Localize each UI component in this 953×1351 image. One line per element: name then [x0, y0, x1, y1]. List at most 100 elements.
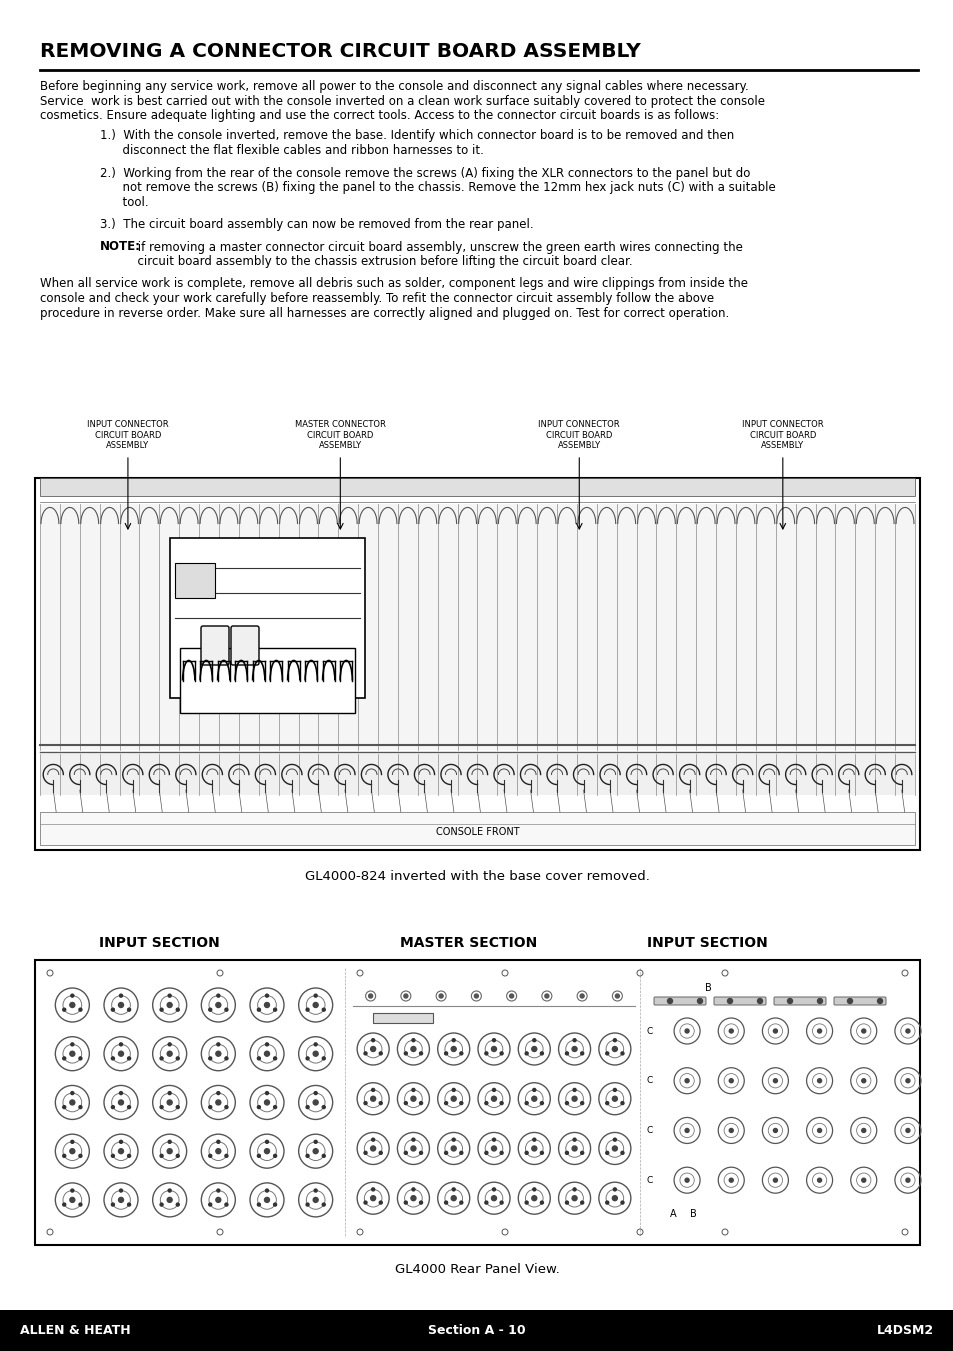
Circle shape	[79, 1105, 82, 1109]
Circle shape	[565, 1151, 568, 1154]
Bar	[174, 563, 214, 598]
Circle shape	[684, 1029, 688, 1034]
Circle shape	[71, 1043, 73, 1046]
Circle shape	[412, 1089, 415, 1092]
Circle shape	[379, 1151, 382, 1154]
Circle shape	[459, 1151, 462, 1154]
Text: 3.)  The circuit board assembly can now be removed from the rear panel.: 3.) The circuit board assembly can now b…	[100, 218, 533, 231]
Text: REMOVING A CONNECTOR CIRCUIT BOARD ASSEMBLY: REMOVING A CONNECTOR CIRCUIT BOARD ASSEM…	[40, 42, 640, 61]
Circle shape	[404, 1101, 407, 1105]
Circle shape	[412, 1138, 415, 1142]
Circle shape	[612, 1096, 617, 1101]
Circle shape	[572, 1047, 577, 1051]
Circle shape	[314, 1092, 316, 1094]
FancyBboxPatch shape	[833, 997, 885, 1005]
Circle shape	[544, 994, 548, 998]
Circle shape	[119, 994, 122, 997]
Text: MASTER SECTION: MASTER SECTION	[399, 936, 537, 950]
Circle shape	[452, 1188, 455, 1190]
Circle shape	[524, 1101, 528, 1105]
Circle shape	[572, 1096, 577, 1101]
Circle shape	[313, 1051, 318, 1056]
Circle shape	[499, 1052, 502, 1055]
Circle shape	[112, 1105, 114, 1109]
Circle shape	[817, 1029, 821, 1034]
Bar	[170, 538, 365, 698]
Circle shape	[773, 1029, 777, 1034]
Bar	[0, 1310, 953, 1351]
Circle shape	[861, 1128, 864, 1132]
Text: GL4000 Rear Panel View.: GL4000 Rear Panel View.	[395, 1263, 559, 1275]
Circle shape	[379, 1052, 382, 1055]
Circle shape	[70, 1100, 74, 1105]
Circle shape	[532, 1039, 536, 1042]
Text: L4DSM2: L4DSM2	[876, 1324, 933, 1337]
Circle shape	[613, 1039, 616, 1042]
Circle shape	[817, 1078, 821, 1082]
Text: C: C	[646, 1125, 653, 1135]
Circle shape	[404, 1052, 407, 1055]
Circle shape	[313, 1100, 318, 1105]
Circle shape	[79, 1008, 82, 1011]
Circle shape	[539, 1101, 543, 1105]
Circle shape	[565, 1201, 568, 1204]
Circle shape	[620, 1101, 623, 1105]
Circle shape	[306, 1105, 309, 1109]
Circle shape	[322, 1008, 325, 1011]
Circle shape	[372, 1039, 375, 1042]
Circle shape	[215, 1051, 220, 1056]
Circle shape	[372, 1089, 375, 1092]
Circle shape	[128, 1056, 131, 1061]
Circle shape	[216, 1140, 219, 1143]
Circle shape	[684, 1178, 688, 1182]
Circle shape	[71, 1140, 73, 1143]
Circle shape	[411, 1047, 416, 1051]
Text: if removing a master connector circuit board assembly, unscrew the green earth w: if removing a master connector circuit b…	[133, 240, 742, 254]
Circle shape	[459, 1101, 462, 1105]
Circle shape	[322, 1056, 325, 1061]
Circle shape	[257, 1008, 260, 1011]
Text: B: B	[704, 984, 711, 993]
Circle shape	[225, 1154, 228, 1158]
Circle shape	[314, 1189, 316, 1192]
Circle shape	[63, 1056, 66, 1061]
Text: INPUT CONNECTOR
CIRCUIT BOARD
ASSEMBLY: INPUT CONNECTOR CIRCUIT BOARD ASSEMBLY	[741, 420, 822, 450]
Circle shape	[531, 1196, 537, 1201]
Circle shape	[160, 1154, 163, 1158]
Circle shape	[509, 994, 513, 998]
Circle shape	[411, 1146, 416, 1151]
Circle shape	[484, 1151, 487, 1154]
Circle shape	[118, 1100, 123, 1105]
Circle shape	[167, 1148, 172, 1154]
Circle shape	[314, 994, 316, 997]
Circle shape	[371, 1047, 375, 1051]
Circle shape	[484, 1052, 487, 1055]
Text: CONSOLE FRONT: CONSOLE FRONT	[436, 827, 518, 838]
Circle shape	[499, 1201, 502, 1204]
Circle shape	[306, 1008, 309, 1011]
Circle shape	[118, 1002, 123, 1008]
Circle shape	[491, 1096, 496, 1101]
Circle shape	[71, 1189, 73, 1192]
Circle shape	[112, 1204, 114, 1206]
Circle shape	[404, 1201, 407, 1204]
Text: C: C	[646, 1027, 653, 1035]
Circle shape	[620, 1151, 623, 1154]
Circle shape	[63, 1204, 66, 1206]
Circle shape	[112, 1056, 114, 1061]
Circle shape	[532, 1188, 536, 1190]
Circle shape	[274, 1105, 276, 1109]
Circle shape	[444, 1151, 447, 1154]
Bar	[40, 504, 914, 750]
Circle shape	[444, 1201, 447, 1204]
FancyBboxPatch shape	[773, 997, 825, 1005]
Circle shape	[403, 994, 408, 998]
Circle shape	[452, 1138, 455, 1142]
Text: disconnect the flat flexible cables and ribbon harnesses to it.: disconnect the flat flexible cables and …	[100, 145, 483, 157]
Circle shape	[444, 1052, 447, 1055]
Circle shape	[579, 994, 583, 998]
Circle shape	[168, 994, 171, 997]
Circle shape	[264, 1197, 269, 1202]
Circle shape	[728, 1029, 733, 1034]
Circle shape	[539, 1151, 543, 1154]
